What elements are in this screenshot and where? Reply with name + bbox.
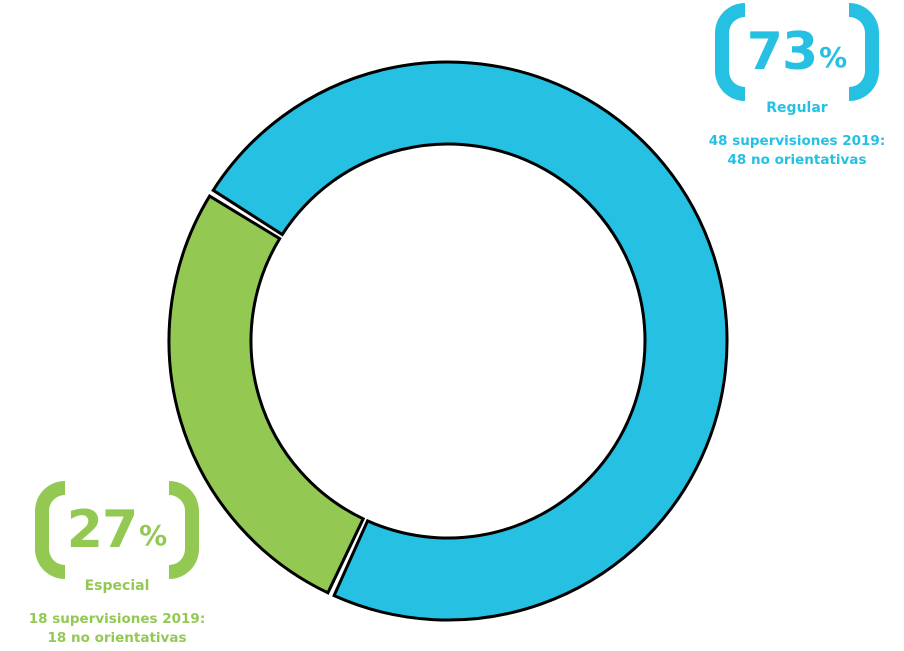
- percent-value-especial: 27: [66, 500, 138, 560]
- donut-slice-regular: [211, 60, 729, 622]
- left-bracket-icon: [714, 3, 745, 101]
- donut-slice-especial: [167, 193, 366, 595]
- category-label-regular: Regular: [766, 100, 828, 116]
- percent-sign-regular: %: [819, 41, 848, 74]
- right-bracket-icon: [849, 3, 880, 101]
- right-bracket-icon: [169, 481, 200, 579]
- detail-text-regular: 48 supervisiones 2019: 48 no orientativa…: [690, 132, 904, 170]
- percent-sign-especial: %: [139, 519, 168, 552]
- percent-value-regular: 73: [746, 22, 818, 82]
- category-label-especial: Especial: [84, 578, 150, 594]
- percent-badge-regular: 73 %: [690, 3, 904, 101]
- callout-regular: 73 % Regular 48 supervisiones 2019: 48 n…: [690, 3, 904, 170]
- detail-line2-regular: 48 no orientativas: [727, 152, 867, 168]
- percent-badge-especial: 27 %: [0, 481, 234, 579]
- left-bracket-icon: [34, 481, 65, 579]
- callout-especial: 27 % Especial 18 supervisiones 2019: 18 …: [0, 481, 234, 648]
- detail-text-especial: 18 supervisiones 2019: 18 no orientativa…: [0, 610, 234, 648]
- detail-line2-especial: 18 no orientativas: [47, 630, 187, 646]
- detail-line1-regular: 48 supervisiones 2019:: [708, 133, 886, 149]
- detail-line1-especial: 18 supervisiones 2019:: [28, 611, 206, 627]
